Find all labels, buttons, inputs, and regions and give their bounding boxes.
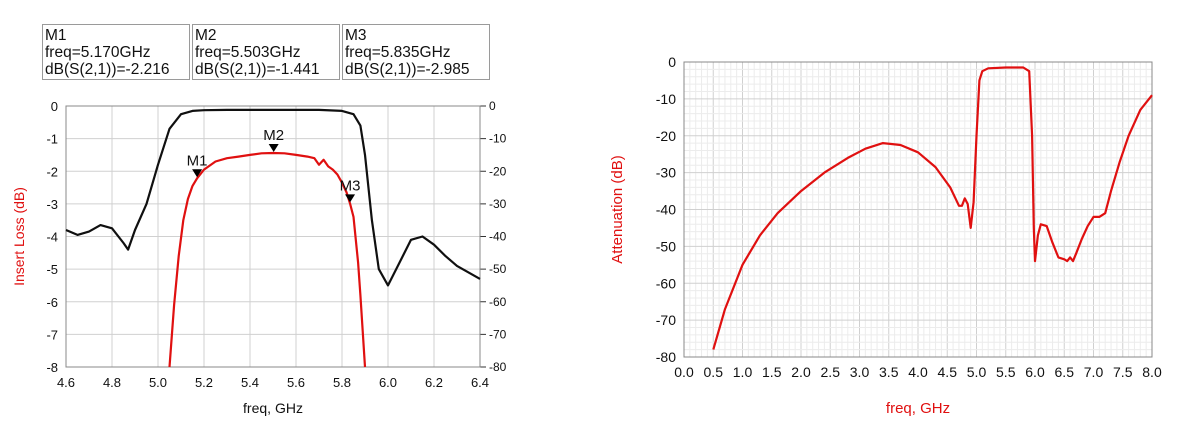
x-tick-label: 1.0 — [733, 364, 753, 380]
marker-freq: freq=5.503GHz — [195, 44, 301, 61]
x-tick-label: 5.4 — [241, 375, 259, 390]
x-axis-label: freq, GHz — [886, 400, 950, 417]
y-tick-label: -70 — [656, 312, 676, 328]
insertion-loss-trace — [168, 151, 367, 368]
marker-triangle — [192, 169, 203, 178]
marker-name: M3 — [345, 27, 367, 44]
x-axis-label: freq, GHz — [243, 400, 303, 416]
y-axis-label: Insert Loss (dB) — [11, 187, 27, 286]
marker-readout-m1: M1 freq=5.170GHz dB(S(2,1))=-2.216 — [42, 24, 190, 80]
y-tick-label: -80 — [656, 349, 676, 365]
y-tick-label: -8 — [46, 360, 58, 375]
marker-name: M2 — [195, 27, 217, 44]
marker-value: dB(S(2,1))=-2.216 — [45, 61, 170, 78]
insertion-loss-chart: 4.6 4.8 5.0 5.2 5.4 5.6 5.8 6.0 6.2 6.4 0 -1 -2 -3 -4 -… — [11, 99, 507, 416]
y-tick-label: -60 — [656, 275, 676, 291]
x-tick-label: 6.0 — [379, 375, 397, 390]
x-tick-label: 5.8 — [333, 375, 351, 390]
x-tick-label: 6.5 — [1055, 364, 1075, 380]
x-tick-label: 8.0 — [1142, 364, 1162, 380]
y2-tick-label: -70 — [489, 327, 507, 341]
x-tick-label: 5.5 — [996, 364, 1016, 380]
x-tick-label: 6.2 — [425, 375, 443, 390]
x-tick-label: 0.0 — [674, 364, 694, 380]
marker-value: dB(S(2,1))=-2.985 — [345, 61, 470, 78]
marker-label: M1 — [187, 152, 208, 169]
y-tick-label: 0 — [668, 54, 676, 70]
x-tick-label: 2.5 — [821, 364, 841, 380]
y-tick-label: 0 — [51, 99, 58, 114]
y2-tick-label: -50 — [489, 262, 507, 276]
y2-tick-label: -10 — [489, 132, 507, 146]
marker-freq: freq=5.170GHz — [45, 44, 151, 61]
x-tick-label: 0.5 — [704, 364, 724, 380]
x-tick-label: 1.5 — [762, 364, 782, 380]
y-tick-label: -7 — [46, 327, 58, 342]
marker-readout-m2: M2 freq=5.503GHz dB(S(2,1))=-1.441 — [192, 24, 340, 80]
y-tick-label: -3 — [46, 197, 58, 212]
y-tick-label: -40 — [656, 202, 676, 218]
y-tick-label: -30 — [656, 165, 676, 181]
x-tick-label: 5.0 — [149, 375, 167, 390]
x-tick-label: 7.0 — [1084, 364, 1104, 380]
x-tick-label: 4.5 — [938, 364, 958, 380]
y2-tick-label: -20 — [489, 164, 507, 178]
attenuation-chart: 0.0 0.5 1.0 1.5 2.0 2.5 3.0 3.5 4.0 4.5 5.0 5.5 6.0 6… — [609, 54, 1162, 417]
x-tick-label: 5.0 — [967, 364, 987, 380]
x-tick-label: 6.4 — [471, 375, 489, 390]
marker-name: M1 — [45, 27, 67, 44]
x-tick-label: 4.8 — [103, 375, 121, 390]
y-axis-label: Attenuation (dB) — [609, 155, 626, 263]
y-tick-label: -5 — [46, 262, 58, 277]
marker-freq: freq=5.835GHz — [345, 44, 451, 61]
x-tick-label: 3.5 — [879, 364, 899, 380]
x-tick-label: 5.6 — [287, 375, 305, 390]
y-tick-label: -2 — [46, 164, 58, 179]
x-tick-label: 5.2 — [195, 375, 213, 390]
x-tick-label: 3.0 — [850, 364, 870, 380]
y-tick-label: -6 — [46, 295, 58, 310]
y2-tick-label: 0 — [489, 99, 496, 113]
y-tick-label: -4 — [46, 230, 58, 245]
x-tick-label: 4.0 — [908, 364, 928, 380]
y-tick-label: -50 — [656, 238, 676, 254]
y2-tick-label: -30 — [489, 197, 507, 211]
reference-trace — [65, 108, 481, 287]
y2-tick-label: -80 — [489, 360, 507, 374]
attenuation-trace — [712, 66, 1153, 350]
y2-tick-label: -60 — [489, 295, 507, 309]
marker-label: M3 — [340, 177, 361, 194]
marker-value: dB(S(2,1))=-1.441 — [195, 61, 320, 78]
marker-label: M2 — [263, 127, 284, 144]
x-tick-label: 6.0 — [1025, 364, 1045, 380]
y-tick-label: -10 — [656, 91, 676, 107]
marker-readout-m3: M3 freq=5.835GHz dB(S(2,1))=-2.985 — [342, 24, 490, 80]
marker-triangle — [268, 144, 279, 153]
plot-frame — [683, 61, 1153, 358]
y-tick-label: -1 — [46, 132, 58, 147]
plot-frame — [65, 105, 481, 368]
x-tick-label: 7.5 — [1113, 364, 1133, 380]
marker-readout-table: M1 freq=5.170GHz dB(S(2,1))=-2.216 M2 fr… — [42, 24, 492, 80]
y2-tick-label: -40 — [489, 230, 507, 244]
x-tick-label: 4.6 — [57, 375, 75, 390]
x-tick-label: 2.0 — [791, 364, 811, 380]
y-tick-label: -20 — [656, 128, 676, 144]
marker-triangle — [345, 194, 356, 203]
